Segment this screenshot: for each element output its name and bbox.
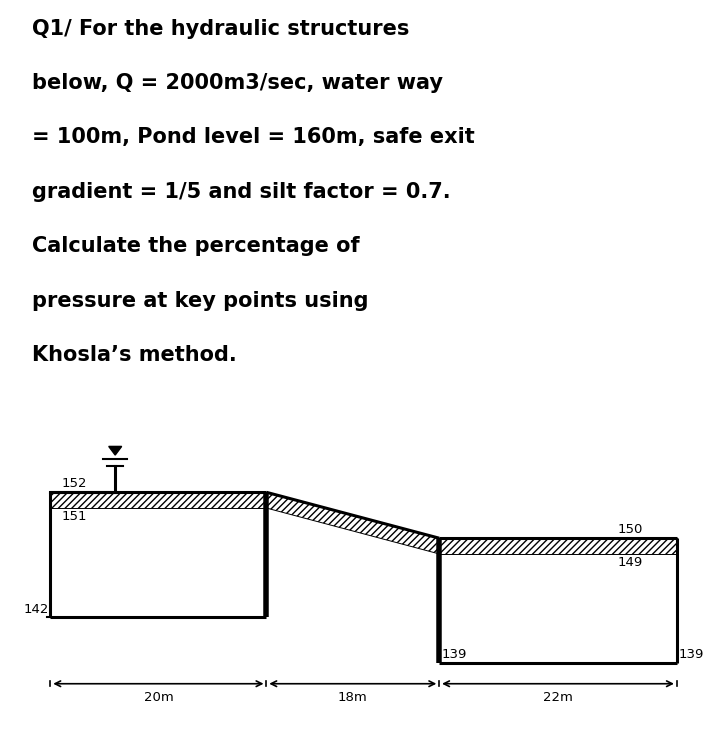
- Polygon shape: [109, 446, 122, 455]
- Text: = 100m, Pond level = 160m, safe exit: = 100m, Pond level = 160m, safe exit: [32, 127, 475, 148]
- Text: 20m: 20m: [143, 691, 174, 704]
- Text: 142: 142: [23, 603, 49, 615]
- Text: 152: 152: [61, 478, 86, 490]
- Text: 139: 139: [441, 648, 467, 662]
- Polygon shape: [266, 492, 439, 554]
- Text: pressure at key points using: pressure at key points using: [32, 291, 369, 311]
- Text: Q1/ For the hydraulic structures: Q1/ For the hydraulic structures: [32, 19, 410, 39]
- Polygon shape: [439, 538, 677, 554]
- Text: 151: 151: [61, 510, 86, 523]
- Text: Khosla’s method.: Khosla’s method.: [32, 345, 237, 365]
- Text: below, Q = 2000m3/sec, water way: below, Q = 2000m3/sec, water way: [32, 73, 444, 93]
- Text: 22m: 22m: [543, 691, 573, 704]
- Text: 18m: 18m: [338, 691, 368, 704]
- Text: gradient = 1/5 and silt factor = 0.7.: gradient = 1/5 and silt factor = 0.7.: [32, 182, 451, 202]
- Text: 139: 139: [679, 648, 704, 662]
- Text: Calculate the percentage of: Calculate the percentage of: [32, 236, 360, 256]
- Text: 149: 149: [618, 556, 643, 569]
- Polygon shape: [50, 492, 266, 508]
- Text: 150: 150: [618, 523, 643, 536]
